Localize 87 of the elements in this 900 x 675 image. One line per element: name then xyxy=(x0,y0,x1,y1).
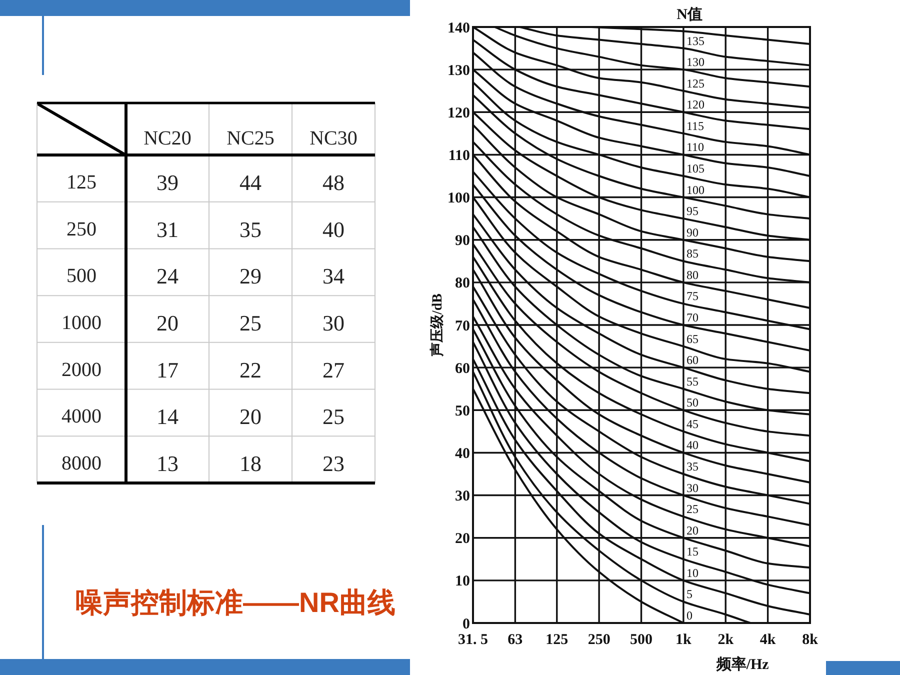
y-tick-label: 90 xyxy=(455,233,470,250)
series-label: 15 xyxy=(686,544,698,559)
series-label: 5 xyxy=(686,587,692,602)
y-tick-label: 120 xyxy=(448,105,470,122)
series-label: 65 xyxy=(686,332,698,346)
x-tick-label: 4k xyxy=(760,632,776,648)
data-label: 27 xyxy=(322,357,344,382)
y-tick-label: 140 xyxy=(448,20,470,36)
series-label: 100 xyxy=(686,182,704,197)
x-tick-label: 250 xyxy=(588,632,610,648)
y-tick-label: 70 xyxy=(455,318,470,334)
series-label: 75 xyxy=(686,289,698,304)
y-tick-label: 125 xyxy=(66,171,96,194)
series-label: 25 xyxy=(686,502,698,516)
data-label: 14 xyxy=(156,404,178,430)
y-tick-label: 20 xyxy=(455,531,470,548)
x-tick-label: 500 xyxy=(630,632,653,648)
data-label: 25 xyxy=(240,310,262,336)
data-label: 23 xyxy=(322,451,344,476)
data-label: 39 xyxy=(156,170,178,195)
data-label: 20 xyxy=(156,310,178,336)
y-tick-label: 110 xyxy=(448,148,470,164)
series-label: 105 xyxy=(686,162,704,176)
series-label: 80 xyxy=(686,268,698,282)
y-tick-label: 40 xyxy=(455,446,470,462)
y-axis-title: 声压级/dB xyxy=(430,293,446,358)
y-tick-label: 130 xyxy=(448,62,470,79)
legend-title: N值 xyxy=(676,6,702,23)
y-tick-label: 80 xyxy=(455,276,470,292)
series-label: 40 xyxy=(686,438,698,452)
data-label: 22 xyxy=(240,357,262,382)
series-label: 120 xyxy=(686,98,704,112)
x-tick-label: NC30 xyxy=(310,127,358,150)
data-label: 44 xyxy=(240,170,262,195)
series-label: 0 xyxy=(686,608,692,622)
x-tick-label: 63 xyxy=(508,632,523,648)
x-tick-label: 125 xyxy=(546,632,568,648)
series-label: 115 xyxy=(686,118,704,133)
y-tick-label: 0 xyxy=(462,616,470,632)
series-label: 30 xyxy=(686,480,698,495)
y-tick-label: 250 xyxy=(66,218,96,240)
data-label: 30 xyxy=(322,310,344,336)
x-tick-label: 2k xyxy=(718,632,734,648)
y-tick-label: 4000 xyxy=(62,406,102,428)
data-label: 29 xyxy=(240,264,262,289)
y-tick-label: 10 xyxy=(455,574,470,590)
data-label: 31 xyxy=(156,216,178,242)
x-axis-title: 频率/Hz xyxy=(715,655,770,673)
data-label: 18 xyxy=(240,451,262,476)
series-label: 125 xyxy=(686,76,704,90)
x-tick-label: NC25 xyxy=(226,127,274,150)
series-label: 20 xyxy=(686,523,698,538)
series-label: 45 xyxy=(686,416,698,431)
series-label: 110 xyxy=(686,140,704,154)
y-tick-label: 8000 xyxy=(62,452,102,475)
series-label: 95 xyxy=(686,204,698,218)
series-label: 55 xyxy=(686,374,698,388)
data-label: 40 xyxy=(322,216,344,242)
data-label: 35 xyxy=(240,216,262,242)
x-tick-label: NC20 xyxy=(144,127,192,150)
series-label: 50 xyxy=(686,396,698,410)
y-tick-label: 100 xyxy=(448,190,470,207)
series-label: 85 xyxy=(686,246,698,261)
series-label: 130 xyxy=(686,55,704,70)
series-label: 135 xyxy=(686,34,704,48)
data-label: 13 xyxy=(156,451,178,476)
series-label: 10 xyxy=(686,566,698,580)
series-label: 35 xyxy=(686,460,698,474)
y-tick-label: 50 xyxy=(455,403,470,420)
y-tick-label: 500 xyxy=(66,265,96,288)
data-label: 34 xyxy=(322,264,344,289)
data-label: 20 xyxy=(240,404,262,430)
series-label: 90 xyxy=(686,225,698,240)
data-label: 48 xyxy=(322,170,344,195)
series-label: 70 xyxy=(686,310,698,324)
x-tick-label: 31. 5 xyxy=(458,632,488,648)
y-tick-label: 2000 xyxy=(62,358,102,381)
data-label: 17 xyxy=(156,357,178,382)
x-tick-label: 1k xyxy=(676,632,692,648)
y-tick-label: 60 xyxy=(455,360,470,377)
data-label: 24 xyxy=(156,264,178,289)
text: 噪声控制标准——NR曲线 xyxy=(75,587,396,618)
data-label: 25 xyxy=(322,404,344,430)
y-tick-label: 30 xyxy=(455,488,470,505)
y-tick-label: 1000 xyxy=(62,312,102,334)
series-label: 60 xyxy=(686,353,698,368)
x-tick-label: 8k xyxy=(802,632,819,648)
